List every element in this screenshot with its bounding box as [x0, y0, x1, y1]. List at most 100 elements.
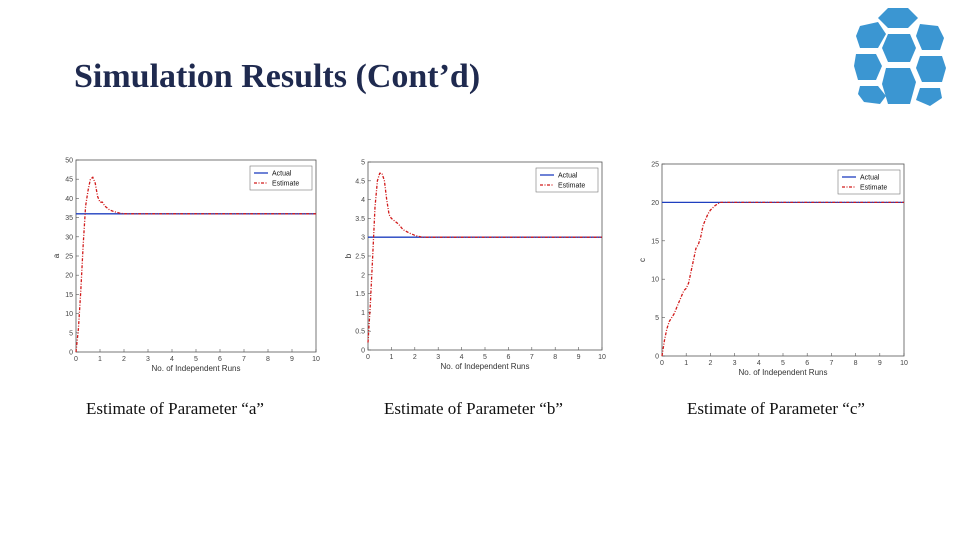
legend-label-estimate: Estimate [558, 183, 585, 190]
y-tick-label: 4.5 [355, 178, 365, 185]
x-tick-label: 10 [312, 356, 320, 363]
y-tick-label: 0 [361, 348, 365, 355]
x-tick-label: 8 [553, 354, 557, 361]
x-tick-label: 6 [218, 356, 222, 363]
x-tick-label: 7 [242, 356, 246, 363]
legend-label-actual: Actual [272, 171, 292, 178]
x-tick-label: 8 [266, 356, 270, 363]
logo-cube-right-mid [916, 56, 946, 82]
y-tick-label: 1.5 [355, 291, 365, 298]
chart-parameter-c: 0 1 2 3 4 5 6 7 8 9 10 0 5 10 15 20 25 No. of Independent… [634, 156, 910, 380]
caption-parameter-c: Estimate of Parameter “c” [687, 399, 865, 418]
y-tick-label: 0.5 [355, 329, 365, 336]
logo-cube-top [878, 8, 918, 28]
slide-title: Simulation Results (Cont’d) [74, 58, 481, 95]
legend-box [249, 165, 313, 191]
series-line-estimate [367, 172, 602, 343]
y-tick-label: 2 [361, 272, 365, 279]
x-tick-label: 5 [781, 360, 785, 367]
chart-parameter-b: 0 1 2 3 4 5 6 7 8 9 10 0 0.5 1 1.5 2 2.5 3 3.5 4 4.5 5 No. of … [338, 156, 610, 380]
x-tick-label: 7 [829, 360, 833, 367]
y-axis-label: c [638, 258, 647, 262]
x-tick-label: 6 [805, 360, 809, 367]
x-tick-label: 5 [194, 356, 198, 363]
x-tick-label: 10 [900, 360, 908, 367]
y-tick-label: 20 [65, 273, 73, 280]
x-tick-label: 8 [854, 360, 858, 367]
x-tick-label: 4 [170, 356, 174, 363]
x-tick-label: 7 [530, 354, 534, 361]
y-tick-label: 25 [651, 162, 659, 169]
x-axis-label: No. of Independent Runs [441, 362, 530, 371]
y-tick-label: 20 [651, 200, 659, 207]
y-tick-label: 15 [65, 292, 73, 299]
y-tick-label: 0 [655, 354, 659, 361]
chart-c-svg: 0 1 2 3 4 5 6 7 8 9 10 0 5 10 15 20 25 No. of Independent… [638, 162, 908, 378]
legend-label-actual: Actual [860, 175, 880, 182]
plot-area [367, 161, 603, 351]
x-tick-label: 0 [660, 360, 664, 367]
y-axis-label: a [52, 253, 61, 258]
x-tick-label: 2 [708, 360, 712, 367]
y-axis-label: b [344, 253, 353, 258]
x-tick-label: 9 [577, 354, 581, 361]
caption-parameter-a: Estimate of Parameter “a” [86, 399, 264, 418]
y-tick-label: 10 [651, 277, 659, 284]
x-tick-label: 3 [146, 356, 150, 363]
y-tick-label: 45 [65, 177, 73, 184]
plot-area [75, 159, 317, 353]
logo-cube-right-top [916, 24, 944, 50]
x-axis-label: No. of Independent Runs [152, 364, 241, 373]
y-tick-label: 25 [65, 254, 73, 261]
x-tick-label: 1 [684, 360, 688, 367]
x-tick-label: 4 [460, 354, 464, 361]
y-tick-label: 0 [69, 350, 73, 357]
x-axis-label: No. of Independent Runs [739, 368, 828, 377]
y-tick-label: 5 [655, 315, 659, 322]
legend-label-estimate: Estimate [860, 185, 887, 192]
x-tick-label: 5 [483, 354, 487, 361]
y-tick-label: 40 [65, 196, 73, 203]
logo-cube-left-mid [854, 54, 882, 80]
legend-label-estimate: Estimate [272, 181, 299, 188]
x-tick-label: 9 [878, 360, 882, 367]
caption-parameter-b: Estimate of Parameter “b” [384, 399, 563, 418]
x-tick-label: 0 [366, 354, 370, 361]
x-tick-label: 1 [98, 356, 102, 363]
logo-cube-bottom-right [916, 88, 942, 106]
legend-label-actual: Actual [558, 173, 578, 180]
series-line-estimate [661, 201, 904, 357]
legend-box [535, 167, 599, 193]
logo-cube-center [882, 34, 916, 62]
series-line-estimate [75, 176, 316, 353]
x-tick-label: 3 [733, 360, 737, 367]
x-tick-label: 6 [506, 354, 510, 361]
y-tick-label: 30 [65, 234, 73, 241]
x-tick-label: 4 [757, 360, 761, 367]
y-tick-label: 5 [69, 330, 73, 337]
x-tick-label: 0 [74, 356, 78, 363]
logo-cube-bottom-center [882, 68, 916, 104]
cube-logo-icon [850, 4, 950, 108]
y-tick-label: 15 [651, 238, 659, 245]
legend-box [837, 169, 901, 195]
plot-area [661, 163, 905, 357]
y-tick-label: 35 [65, 215, 73, 222]
y-tick-label: 10 [65, 311, 73, 318]
x-tick-label: 3 [436, 354, 440, 361]
x-tick-label: 2 [122, 356, 126, 363]
y-tick-label: 50 [65, 158, 73, 165]
y-tick-label: 3.5 [355, 216, 365, 223]
x-tick-label: 1 [389, 354, 393, 361]
x-tick-label: 9 [290, 356, 294, 363]
y-tick-label: 1 [361, 310, 365, 317]
y-tick-label: 2.5 [355, 254, 365, 261]
y-tick-label: 3 [361, 235, 365, 242]
chart-parameter-a: 0 1 2 3 4 5 6 7 8 9 10 0 5 10 15 20 25 30 35 40 45 50 No. of I… [48, 156, 320, 380]
logo-cube-left-top [856, 22, 886, 48]
y-tick-label: 4 [361, 197, 365, 204]
x-tick-label: 2 [413, 354, 417, 361]
logo-cube-bottom-left [858, 86, 886, 104]
